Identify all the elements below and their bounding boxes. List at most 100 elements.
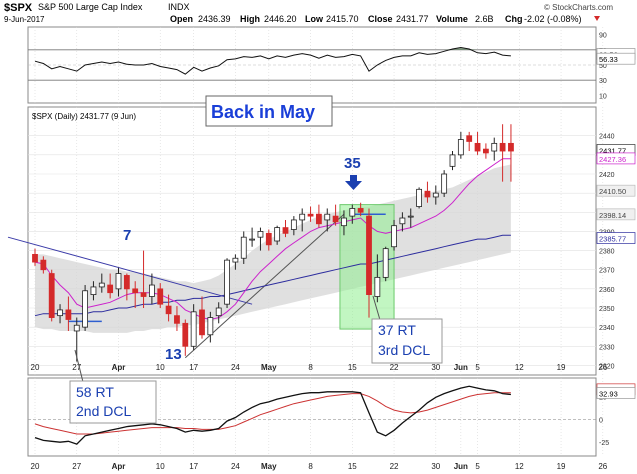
- x-axis-label-bottom: 27: [72, 462, 81, 471]
- down-arrow-icon: [345, 175, 362, 190]
- candle-down: [107, 284, 114, 294]
- candle-up: [215, 307, 222, 317]
- candle-up: [249, 238, 256, 241]
- price-legend: $SPX (Daily) 2431.77 (9 Jun): [32, 112, 136, 121]
- x-axis-label: 12: [515, 363, 524, 372]
- candle-down: [140, 292, 147, 297]
- candle-up: [224, 259, 230, 305]
- price-tag-ma-short-box: [596, 152, 636, 165]
- ma-long-line: [34, 234, 511, 317]
- candle-down: [265, 232, 272, 246]
- high-value: 2446.20: [264, 14, 297, 24]
- candle-up: [73, 324, 80, 332]
- x-axis-label: Jun: [454, 363, 468, 372]
- rsi-tick-label: 30: [599, 78, 607, 85]
- candle-down: [307, 213, 314, 217]
- candle-down: [157, 288, 164, 305]
- callout-58-line2: 2nd DCL: [76, 403, 131, 419]
- candle-up: [240, 236, 247, 259]
- candle-up: [190, 311, 197, 347]
- candle-down: [174, 315, 180, 324]
- candle-up: [449, 154, 456, 167]
- candle-up: [324, 213, 331, 221]
- x-axis-label: May: [261, 363, 277, 372]
- x-axis-label-bottom: 22: [390, 462, 399, 471]
- x-axis-label-bottom: May: [261, 462, 277, 471]
- candle-down: [182, 322, 189, 347]
- candle-up: [491, 142, 498, 152]
- x-axis-label-bottom: 30: [431, 462, 440, 471]
- rsi-value-tag-2-box: [596, 52, 636, 65]
- candle-down: [32, 253, 38, 263]
- x-axis-label: 24: [231, 363, 240, 372]
- chart-name: S&P 500 Large Cap Index: [38, 2, 143, 12]
- chart-symbol: $SPX: [4, 2, 33, 14]
- candle-up: [257, 231, 264, 238]
- candle-down: [357, 208, 364, 213]
- price-tag-band-upper-box: [596, 184, 636, 197]
- macd-signal-line: [34, 392, 511, 435]
- macd-tick-label: 0: [599, 417, 603, 424]
- banner-text: Back in May: [211, 102, 315, 122]
- price-tag-band-upper: 2410.50: [599, 187, 626, 196]
- rsi-panel-frame: [27, 26, 597, 104]
- candle-down: [332, 215, 339, 223]
- x-axis-label-bottom: 15: [348, 462, 357, 471]
- candle-up: [416, 188, 423, 207]
- price-tag-ma-long-box: [596, 232, 636, 244]
- price-tick-label: 2350: [599, 306, 615, 313]
- chart-date: 9-Jun-2017: [4, 15, 45, 24]
- annotation-35: 35: [344, 155, 361, 172]
- ma-short-line: [34, 158, 511, 321]
- macd-value-tag-2-box: [596, 387, 636, 399]
- candle-up: [115, 273, 122, 290]
- candle-up: [382, 248, 389, 278]
- candle-up: [399, 217, 406, 225]
- candle-down: [282, 227, 289, 234]
- price-tick-label: 2380: [599, 249, 615, 256]
- low-label: Low: [305, 14, 324, 24]
- chg-down-arrow-icon: [594, 16, 600, 21]
- x-axis-label: Apr: [112, 363, 126, 372]
- x-axis-label: 19: [557, 363, 566, 372]
- x-axis-label: 5: [475, 363, 480, 372]
- x-axis-label-bottom: 5: [475, 462, 480, 471]
- candle-down: [499, 142, 506, 152]
- rsi-tick-label: 50: [599, 63, 607, 70]
- candle-up: [432, 192, 439, 198]
- callout-line-37: [372, 295, 381, 321]
- candle-up: [299, 213, 306, 221]
- annotation-13: 13: [165, 346, 182, 363]
- open-label: Open: [170, 14, 193, 24]
- price-tag-band-lower: 2398.14: [599, 211, 626, 220]
- candle-down: [65, 309, 72, 320]
- callout-37-line1: 37 RT: [378, 322, 416, 338]
- candle-down: [482, 148, 489, 154]
- candle-down: [123, 275, 130, 290]
- price-tag-close: 2431.77: [599, 146, 626, 155]
- x-axis-label: 17: [189, 363, 198, 372]
- low-value: 2415.70: [326, 14, 359, 24]
- close-label: Close: [368, 14, 393, 24]
- candle-down: [165, 305, 172, 315]
- open-value: 2436.39: [198, 14, 231, 24]
- x-axis-label: 27: [72, 363, 81, 372]
- callout-box-58: [69, 380, 157, 424]
- chg-value: -2.02 (-0.08%): [524, 14, 582, 24]
- candle-down: [466, 135, 473, 142]
- x-axis-label: 15: [348, 363, 357, 372]
- x-axis-label-bottom: 8: [308, 462, 313, 471]
- price-tick-label: 2370: [599, 268, 615, 275]
- candle-down: [315, 213, 322, 225]
- x-axis-label-bottom: 24: [231, 462, 240, 471]
- price-tick-label: 2360: [599, 287, 615, 294]
- candle-up: [207, 317, 214, 336]
- x-axis-label: 8: [308, 363, 313, 372]
- candle-up: [341, 217, 347, 227]
- x-axis-label-bottom: 19: [557, 462, 566, 471]
- volume-label: Volume: [436, 14, 468, 24]
- candle-down: [48, 273, 55, 318]
- x-axis-label-bottom: 26: [598, 462, 607, 471]
